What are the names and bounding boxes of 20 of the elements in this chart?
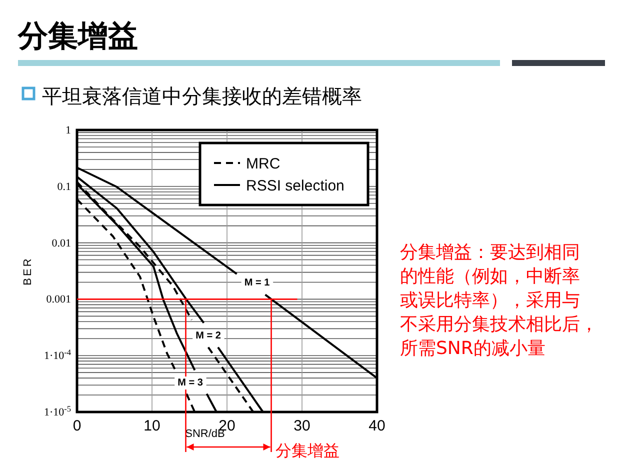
legend-label: MRC [246, 155, 280, 172]
chart-subtitle: 平坦衰落信道中分集接收的差错概率 [42, 84, 362, 108]
text: 分集增益 [275, 441, 340, 460]
x-tick-label: 30 [294, 418, 310, 435]
y-tick-label: 0.001 [46, 294, 71, 306]
x-tick-label: 0 [72, 418, 82, 435]
y-tick-label: 0.1 [57, 180, 71, 193]
annotation: M = 1 [244, 278, 270, 289]
y-tick-label: 1·10$^{-4}$ [44, 348, 71, 362]
y-tick-label: 1 [66, 124, 71, 137]
chart-title: 分集增益 [17, 19, 138, 54]
text: 分集增益：要达到相同的性能（例如，中断率或误比特率），采用与不采用分集技术相比后，所需SNR的减小量 [400, 242, 598, 359]
legend-label: RSSI selection [246, 177, 344, 194]
y-axis-title: BER [22, 256, 34, 286]
y-tick-label: 0.01 [52, 237, 71, 250]
annotation: M = 2 [196, 330, 222, 342]
y-tick-label: 1·10$^{-5}$ [44, 404, 71, 419]
x-tick-label: 40 [368, 418, 386, 435]
x-tick-label: 10 [144, 418, 160, 435]
annotation: M = 3 [178, 378, 204, 389]
